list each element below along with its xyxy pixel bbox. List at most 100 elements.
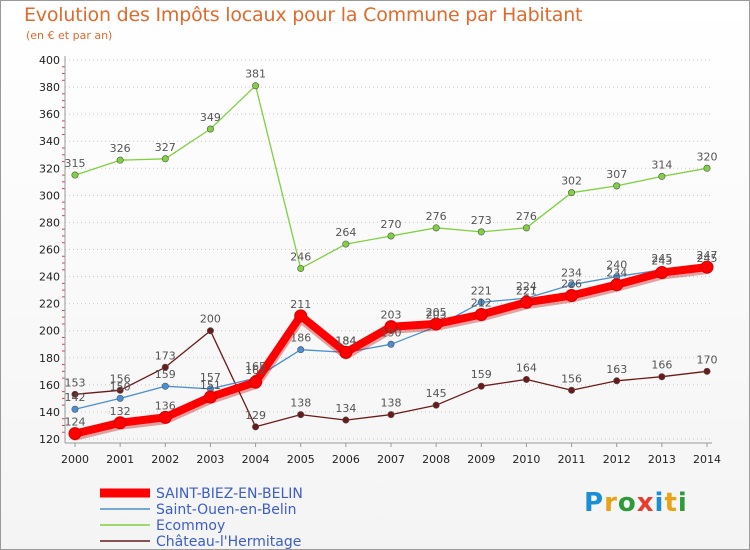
y-tick-label: 140 (39, 406, 60, 419)
y-tick-label: 160 (39, 379, 60, 392)
y-tick-label: 280 (39, 216, 60, 229)
data-label: 124 (65, 416, 86, 429)
data-label: 315 (65, 157, 86, 170)
data-point (703, 367, 711, 375)
data-label: 138 (381, 397, 402, 410)
legend-label: Saint-Ouen-en-Belin (156, 502, 297, 518)
data-label: 203 (381, 309, 402, 322)
x-tick-label: 2013 (648, 453, 676, 466)
data-label: 240 (606, 259, 627, 272)
data-label: 226 (561, 278, 582, 291)
y-tick-label: 340 (39, 135, 60, 148)
data-point (252, 423, 260, 431)
data-label: 156 (561, 372, 582, 385)
legend: SAINT-BIEZ-EN-BELINSaint-Ouen-en-BelinEc… (100, 486, 303, 550)
data-label: 320 (697, 150, 718, 163)
y-tick-label: 240 (39, 271, 60, 284)
data-label: 190 (381, 326, 402, 339)
data-label: 245 (697, 252, 718, 265)
data-point (568, 386, 576, 394)
data-label: 349 (200, 111, 221, 124)
data-point (249, 375, 263, 389)
data-point (161, 363, 169, 371)
data-point (116, 394, 124, 402)
data-point (658, 172, 666, 180)
data-label: 136 (155, 399, 176, 412)
x-tick-label: 2012 (603, 453, 631, 466)
data-label: 166 (651, 359, 672, 372)
x-tick-label: 2002 (151, 453, 179, 466)
logo-letter: P (584, 488, 605, 518)
y-tick-label: 180 (39, 352, 60, 365)
data-point (477, 382, 485, 390)
data-label: 138 (290, 397, 311, 410)
data-point (158, 410, 172, 424)
data-label: 203 (426, 309, 447, 322)
x-tick-label: 2008 (422, 453, 450, 466)
data-label: 173 (155, 349, 176, 362)
data-point (568, 281, 576, 289)
data-label: 211 (290, 298, 311, 311)
data-point (522, 224, 530, 232)
logo-letter: i (677, 488, 688, 518)
data-label: 243 (651, 255, 672, 268)
data-label: 134 (335, 402, 356, 415)
x-tick-label: 2006 (332, 453, 360, 466)
data-label: 132 (110, 405, 131, 418)
data-label: 157 (200, 371, 221, 384)
data-point (522, 375, 530, 383)
data-label: 212 (471, 296, 492, 309)
data-point (700, 260, 714, 274)
data-label: 302 (561, 175, 582, 188)
data-point (71, 405, 79, 413)
data-label: 270 (381, 218, 402, 231)
data-point (477, 228, 485, 236)
data-point (342, 240, 350, 248)
data-label: 276 (426, 210, 447, 223)
data-label: 234 (561, 267, 582, 280)
y-tick-label: 260 (39, 244, 60, 257)
y-axis-ticks: 120 140 160 180 200 220 240 260 280 300 320 340 360 3… (39, 54, 60, 446)
data-point (384, 320, 398, 334)
data-point (206, 125, 214, 133)
chart-title: Evolution des Impôts locaux pour la Comm… (24, 4, 583, 26)
y-tick-label: 220 (39, 298, 60, 311)
data-label: 307 (606, 168, 627, 181)
chart-subtitle: (en € et par an) (26, 29, 113, 42)
x-tick-label: 2011 (558, 453, 586, 466)
data-label: 234 (606, 267, 627, 280)
y-tick-label: 380 (39, 81, 60, 94)
data-point (113, 416, 127, 430)
data-point (613, 377, 621, 385)
series-lines (68, 82, 714, 441)
data-point (252, 82, 260, 90)
x-tick-label: 2007 (377, 453, 405, 466)
legend-label: Ecommoy (156, 518, 225, 534)
data-point (387, 340, 395, 348)
data-point (68, 427, 82, 441)
legend-label: Château-l'Hermitage (156, 534, 301, 550)
data-point (568, 189, 576, 197)
data-point (297, 264, 305, 272)
data-label: 129 (245, 409, 266, 422)
data-point (565, 289, 579, 303)
data-point (297, 411, 305, 419)
x-tick-label: 2004 (242, 453, 270, 466)
data-point (387, 411, 395, 419)
data-label: 151 (200, 379, 221, 392)
data-label: 224 (516, 280, 537, 293)
data-label: 145 (426, 387, 447, 400)
data-point (613, 182, 621, 190)
data-point (703, 164, 711, 172)
data-label: 150 (110, 380, 131, 393)
data-point (339, 345, 353, 359)
x-tick-label: 2014 (693, 453, 721, 466)
y-tick-label: 320 (39, 162, 60, 175)
x-tick-label: 2005 (287, 453, 315, 466)
data-point (387, 232, 395, 240)
x-tick-label: 2000 (61, 453, 89, 466)
data-label: 162 (245, 364, 266, 377)
data-point (203, 390, 217, 404)
data-label: 142 (65, 391, 86, 404)
y-tick-label: 360 (39, 108, 60, 121)
